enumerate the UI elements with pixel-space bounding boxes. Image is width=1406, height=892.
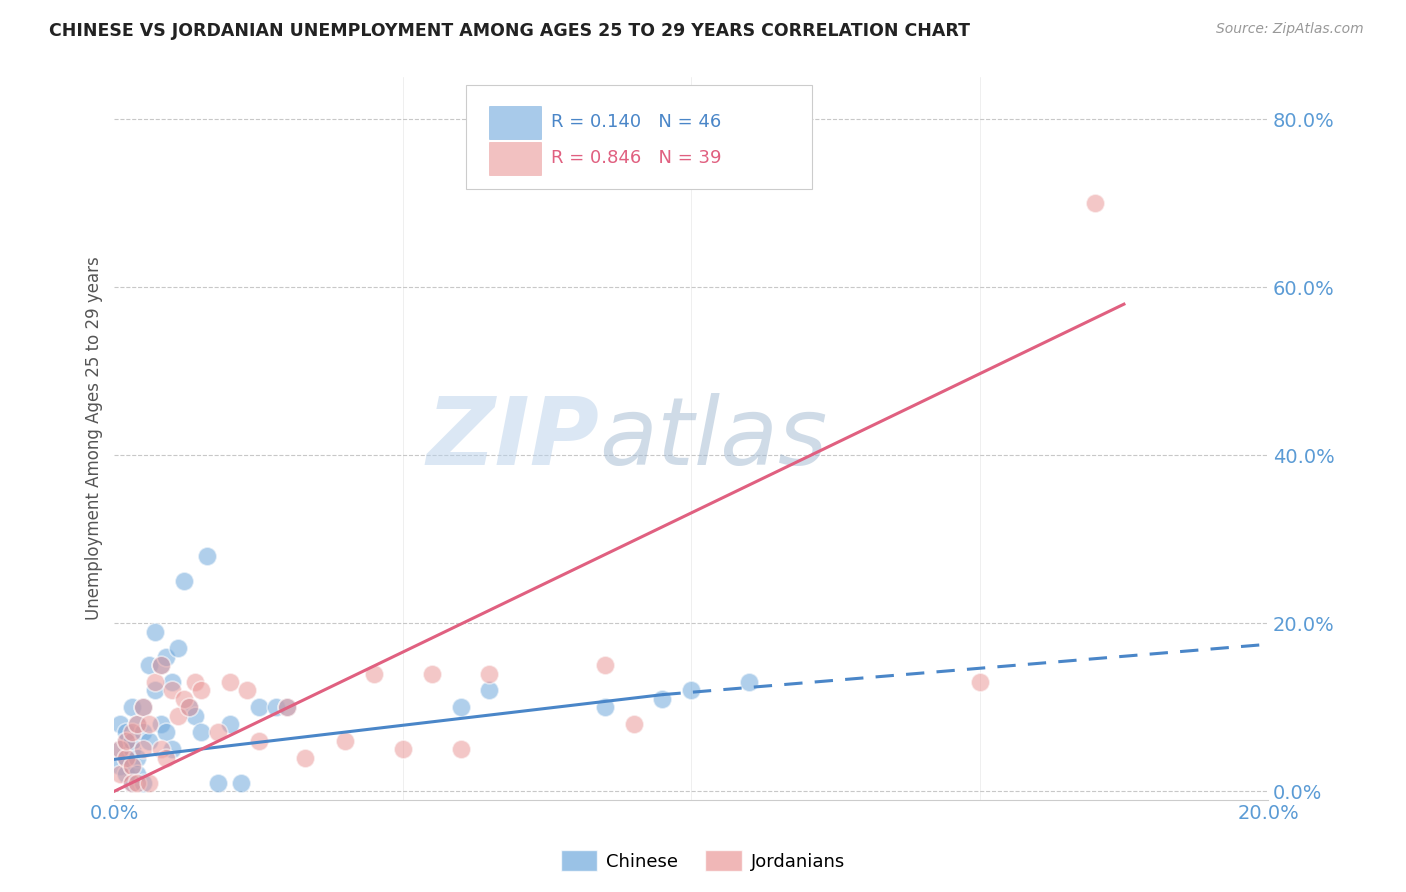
Point [115, 750, 138, 764]
Point [121, 776, 143, 790]
Point [195, 549, 218, 563]
Point [132, 700, 155, 714]
Point [121, 759, 143, 773]
Point [138, 717, 160, 731]
Point [143, 675, 166, 690]
Point [127, 776, 149, 790]
Point [333, 734, 356, 748]
Point [190, 683, 212, 698]
Point [623, 717, 645, 731]
Point [160, 683, 183, 698]
Point [167, 708, 190, 723]
Y-axis label: Unemployment Among Ages 25 to 29 years: Unemployment Among Ages 25 to 29 years [86, 257, 103, 621]
Point [478, 683, 501, 698]
Point [392, 742, 415, 756]
Point [149, 658, 172, 673]
FancyBboxPatch shape [489, 143, 541, 175]
Point [132, 776, 155, 790]
Point [179, 700, 201, 714]
FancyBboxPatch shape [489, 106, 541, 139]
Point [127, 767, 149, 781]
Point [190, 725, 212, 739]
Text: CHINESE VS JORDANIAN UNEMPLOYMENT AMONG AGES 25 TO 29 YEARS CORRELATION CHART: CHINESE VS JORDANIAN UNEMPLOYMENT AMONG … [49, 22, 970, 40]
Point [363, 666, 385, 681]
Point [276, 700, 298, 714]
Point [132, 725, 155, 739]
Point [969, 675, 991, 690]
Point [143, 683, 166, 698]
Point [247, 734, 270, 748]
Point [121, 742, 143, 756]
Point [121, 776, 143, 790]
Point [121, 759, 143, 773]
Point [138, 734, 160, 748]
Point [179, 700, 201, 714]
Legend: Chinese, Jordanians: Chinese, Jordanians [554, 843, 852, 879]
Point [127, 750, 149, 764]
Point [121, 734, 143, 748]
Point [167, 641, 190, 656]
Point [478, 666, 501, 681]
Point [173, 691, 195, 706]
Point [218, 675, 240, 690]
Point [121, 700, 143, 714]
Point [681, 683, 703, 698]
Point [138, 776, 160, 790]
Point [450, 742, 472, 756]
Point [294, 750, 316, 764]
Point [218, 717, 240, 731]
Point [115, 767, 138, 781]
FancyBboxPatch shape [467, 85, 813, 189]
Point [264, 700, 287, 714]
Point [276, 700, 298, 714]
Point [121, 725, 143, 739]
Point [108, 767, 131, 781]
Point [173, 574, 195, 589]
Point [115, 734, 138, 748]
Point [115, 750, 138, 764]
Point [127, 717, 149, 731]
Point [207, 725, 229, 739]
Point [231, 776, 253, 790]
Point [247, 700, 270, 714]
Point [420, 666, 443, 681]
Text: ZIP: ZIP [426, 392, 599, 484]
Point [593, 658, 616, 673]
Text: R = 0.140   N = 46: R = 0.140 N = 46 [551, 113, 721, 131]
Point [155, 750, 177, 764]
Text: Source: ZipAtlas.com: Source: ZipAtlas.com [1216, 22, 1364, 37]
Point [1084, 196, 1107, 211]
Text: R = 0.846   N = 39: R = 0.846 N = 39 [551, 149, 721, 168]
Point [738, 675, 761, 690]
Point [132, 742, 155, 756]
Point [108, 717, 131, 731]
Point [149, 742, 172, 756]
Point [143, 624, 166, 639]
Point [155, 725, 177, 739]
Point [149, 658, 172, 673]
Point [108, 742, 131, 756]
Point [160, 675, 183, 690]
Point [149, 717, 172, 731]
Point [108, 759, 131, 773]
Point [127, 717, 149, 731]
Point [155, 649, 177, 664]
Point [593, 700, 616, 714]
Point [207, 776, 229, 790]
Point [115, 734, 138, 748]
Point [115, 725, 138, 739]
Point [651, 691, 673, 706]
Point [236, 683, 259, 698]
Point [160, 742, 183, 756]
Point [184, 675, 207, 690]
Point [138, 658, 160, 673]
Point [132, 700, 155, 714]
Point [184, 708, 207, 723]
Text: atlas: atlas [599, 393, 827, 484]
Point [108, 742, 131, 756]
Point [450, 700, 472, 714]
